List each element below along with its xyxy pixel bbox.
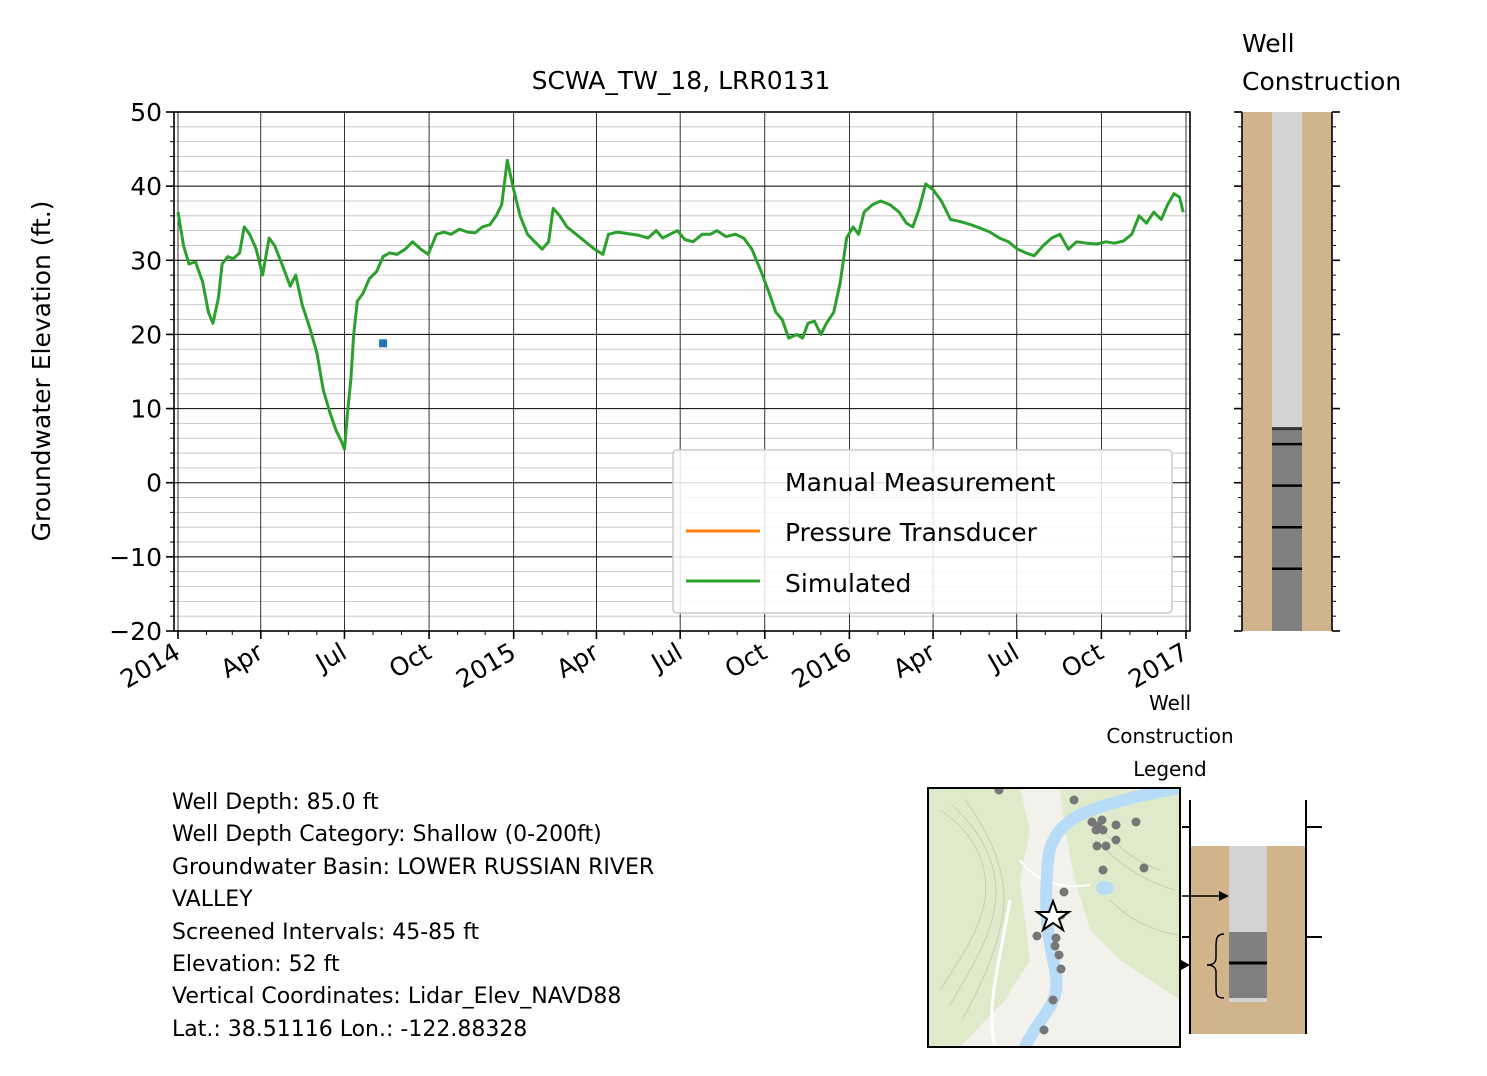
- x-tick-label: Apr: [888, 637, 941, 684]
- nearby-well-marker: [1032, 931, 1042, 941]
- legend-casing: [1229, 846, 1267, 932]
- well-construction-legend: Well Construction Legend: [1106, 691, 1322, 1034]
- location-map: [927, 787, 1181, 1048]
- legend-screen-brace: [1206, 933, 1225, 999]
- x-tick-label: Jul: [645, 637, 687, 678]
- nearby-well-marker: [1048, 995, 1058, 1005]
- nearby-well-marker: [1111, 835, 1121, 845]
- y-tick-label: 50: [130, 98, 162, 127]
- legend-box: [672, 449, 1173, 614]
- y-tick-label: 40: [130, 172, 162, 201]
- legend-transducer-label: Pressure Transducer: [785, 518, 1038, 547]
- nearby-wells: [994, 788, 1149, 1035]
- map-contours: [939, 799, 1179, 1021]
- legend-title-line2: Construction: [1106, 724, 1233, 748]
- legend-title-line1: Well: [1149, 691, 1191, 715]
- y-tick-label: 30: [130, 246, 162, 275]
- nearby-well-marker: [1054, 950, 1064, 960]
- chart-title: SCWA_TW_18, LRR0131: [532, 66, 831, 95]
- vertical-coordinates-text: Vertical Coordinates: Lidar_Elev_NAVD88: [172, 984, 622, 1010]
- y-axis-ticks: 50 40 30 20 10 0 −10 −20: [109, 98, 174, 646]
- nearby-well-marker: [1098, 865, 1108, 875]
- x-tick-label: Oct: [1056, 637, 1108, 684]
- nearby-well-marker: [1131, 817, 1141, 827]
- x-tick-label: 2017: [1123, 637, 1193, 694]
- y-tick-label: 10: [130, 395, 162, 424]
- legend-title-line3: Legend: [1133, 757, 1206, 781]
- nearby-well-marker: [1098, 825, 1108, 835]
- well-depth-text: Well Depth: 85.0 ft: [172, 790, 379, 815]
- basin-text-line1: Groundwater Basin: LOWER RUSSIAN RIVER: [172, 854, 655, 880]
- nearby-well-marker: [1092, 841, 1102, 851]
- x-axis-ticks: 2014 Apr Jul Oct 2015 Apr Jul Oct 2016 Apr Jul Oct 2…: [115, 631, 1193, 694]
- screened-interval: [1272, 428, 1302, 631]
- simulated-series-line: [176, 158, 1185, 451]
- x-tick-label: 2015: [451, 637, 521, 694]
- lat-lon-text: Lat.: 38.51116 Lon.: -122.88328: [172, 1016, 528, 1042]
- nearby-well-marker: [1050, 941, 1060, 951]
- map-frame: [927, 787, 1181, 1048]
- x-tick-label: Oct: [720, 637, 772, 684]
- nearby-well-marker: [1039, 1025, 1049, 1035]
- y-tick-label: −20: [109, 617, 162, 646]
- screen-slot-marks: [1272, 442, 1302, 570]
- nearby-well-marker: [994, 788, 1004, 795]
- map-road: [990, 899, 1012, 1047]
- pond: [1096, 881, 1114, 895]
- legend-sump: [1229, 998, 1267, 1002]
- chart-legend: Manual Measurement Pressure Transducer S…: [672, 449, 1173, 614]
- nearby-well-marker: [1091, 825, 1101, 835]
- legend-arrow-head: [1219, 891, 1229, 901]
- y-tick-label: 0: [146, 469, 162, 498]
- manual-measurement-point: [379, 339, 388, 348]
- well-construction-title-line1: Well: [1242, 29, 1295, 58]
- data-series: [176, 158, 1185, 451]
- blank-casing: [1272, 112, 1302, 429]
- nearby-well-marker: [1111, 820, 1121, 830]
- y-tick-label: 20: [130, 320, 162, 349]
- x-tick-label: Jul: [309, 637, 351, 678]
- river: [1019, 788, 1180, 1047]
- x-tick-label: Apr: [552, 637, 605, 684]
- nearby-well-marker: [1059, 887, 1069, 897]
- y-axis-label: Groundwater Elevation (ft.): [27, 201, 56, 542]
- map-vegetation: [928, 788, 1180, 1047]
- well-construction-panel: Well Construction: [1234, 29, 1401, 632]
- x-tick-label: 2016: [787, 637, 857, 694]
- depth-category-text: Well Depth Category: Shallow (0-200ft): [172, 822, 602, 848]
- legend-manual-label: Manual Measurement: [785, 468, 1056, 497]
- nearby-well-marker: [1069, 795, 1079, 805]
- y-tick-label: −10: [109, 543, 162, 572]
- elevation-text: Elevation: 52 ft: [172, 952, 340, 978]
- x-tick-label: Jul: [981, 637, 1023, 678]
- legend-screen: [1229, 932, 1267, 998]
- legend-screen-arrow: [1181, 960, 1190, 970]
- well-construction-title-line2: Construction: [1242, 67, 1401, 96]
- x-tick-label: Apr: [216, 637, 269, 684]
- x-tick-label: Oct: [384, 637, 436, 684]
- well-info-panel: Well Depth: 85.0 ft Well Depth Category:…: [172, 787, 812, 1046]
- hydrograph-chart: SCWA_TW_18, LRR0131 Groundwater Elevatio…: [27, 66, 1193, 694]
- nearby-well-marker: [1056, 964, 1066, 974]
- well-axis-ticks: [1234, 111, 1340, 632]
- screened-intervals-text: Screened Intervals: 45-85 ft: [172, 919, 480, 945]
- nearby-well-marker: [1051, 933, 1061, 943]
- nearby-well-marker: [1101, 841, 1111, 851]
- well-location-star: [1033, 898, 1073, 933]
- plot-frame: [173, 111, 1191, 632]
- nearby-well-marker: [1097, 815, 1107, 825]
- basin-text-line2: VALLEY: [172, 887, 253, 913]
- legend-simulated-label: Simulated: [785, 569, 911, 598]
- nearby-well-marker: [1139, 863, 1149, 873]
